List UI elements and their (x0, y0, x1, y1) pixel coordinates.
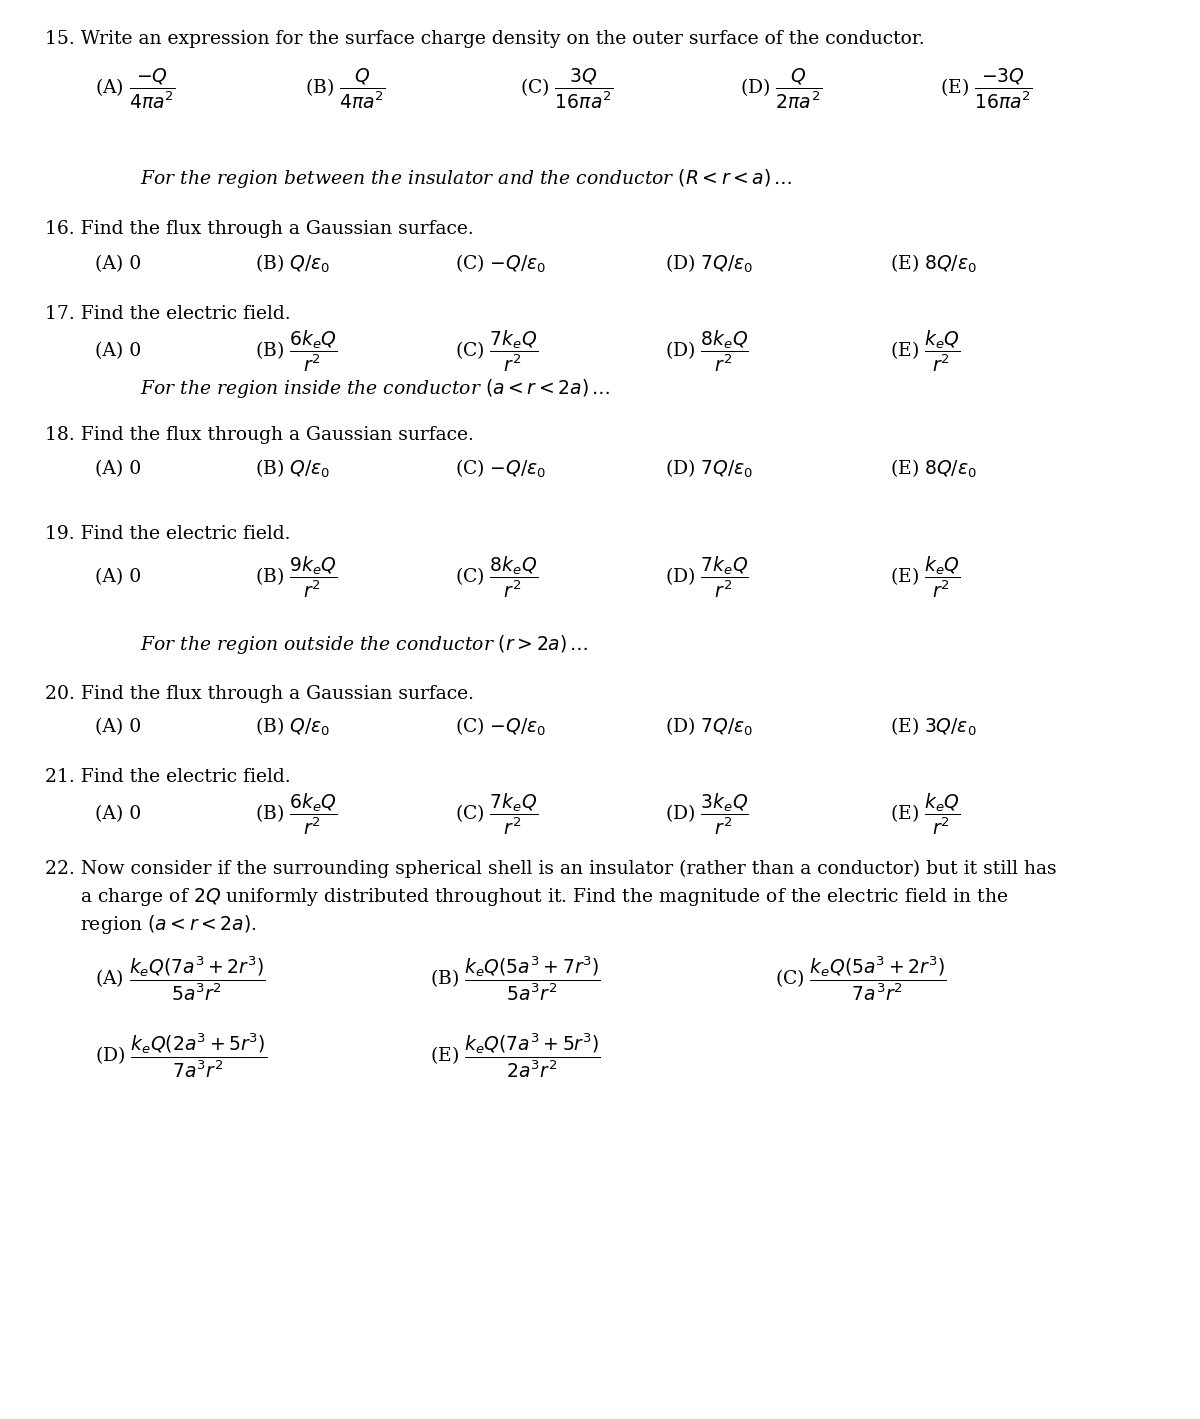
Text: (E) $\dfrac{k_e Q(7a^3+5r^3)}{2a^3 r^2}$: (E) $\dfrac{k_e Q(7a^3+5r^3)}{2a^3 r^2}$ (430, 1032, 601, 1080)
Text: (D) $7Q/\varepsilon_0$: (D) $7Q/\varepsilon_0$ (665, 458, 754, 480)
Text: 19. Find the electric field.: 19. Find the electric field. (46, 525, 290, 543)
Text: (E) $8Q/\varepsilon_0$: (E) $8Q/\varepsilon_0$ (890, 458, 977, 480)
Text: 17. Find the electric field.: 17. Find the electric field. (46, 305, 290, 324)
Text: (A) 0: (A) 0 (95, 460, 142, 478)
Text: (E) $3Q/\varepsilon_0$: (E) $3Q/\varepsilon_0$ (890, 715, 977, 738)
Text: (C) $\dfrac{3Q}{16\pi a^2}$: (C) $\dfrac{3Q}{16\pi a^2}$ (520, 67, 613, 111)
Text: 18. Find the flux through a Gaussian surface.: 18. Find the flux through a Gaussian sur… (46, 426, 474, 444)
Text: (C) $-Q/\varepsilon_0$: (C) $-Q/\varepsilon_0$ (455, 253, 546, 275)
Text: (B) $Q/\varepsilon_0$: (B) $Q/\varepsilon_0$ (256, 253, 330, 275)
Text: (E) $\dfrac{k_e Q}{r^2}$: (E) $\dfrac{k_e Q}{r^2}$ (890, 328, 960, 373)
Text: (D) $\dfrac{Q}{2\pi a^2}$: (D) $\dfrac{Q}{2\pi a^2}$ (740, 67, 822, 111)
Text: (C) $\dfrac{8k_e Q}{r^2}$: (C) $\dfrac{8k_e Q}{r^2}$ (455, 555, 538, 600)
Text: (C) $-Q/\varepsilon_0$: (C) $-Q/\varepsilon_0$ (455, 715, 546, 738)
Text: 22. Now consider if the surrounding spherical shell is an insulator (rather than: 22. Now consider if the surrounding sphe… (46, 860, 1057, 878)
Text: (B) $\dfrac{k_e Q(5a^3+7r^3)}{5a^3 r^2}$: (B) $\dfrac{k_e Q(5a^3+7r^3)}{5a^3 r^2}$ (430, 955, 601, 1003)
Text: (D) $7Q/\varepsilon_0$: (D) $7Q/\varepsilon_0$ (665, 253, 754, 275)
Text: (C) $\dfrac{7k_e Q}{r^2}$: (C) $\dfrac{7k_e Q}{r^2}$ (455, 328, 538, 373)
Text: 16. Find the flux through a Gaussian surface.: 16. Find the flux through a Gaussian sur… (46, 220, 474, 238)
Text: (A) 0: (A) 0 (95, 255, 142, 272)
Text: (B) $\dfrac{6k_e Q}{r^2}$: (B) $\dfrac{6k_e Q}{r^2}$ (256, 792, 337, 837)
Text: (D) $\dfrac{k_e Q(2a^3+5r^3)}{7a^3 r^2}$: (D) $\dfrac{k_e Q(2a^3+5r^3)}{7a^3 r^2}$ (95, 1032, 268, 1080)
Text: (A) $\dfrac{k_e Q(7a^3+2r^3)}{5a^3 r^2}$: (A) $\dfrac{k_e Q(7a^3+2r^3)}{5a^3 r^2}$ (95, 955, 265, 1003)
Text: (E) $\dfrac{k_e Q}{r^2}$: (E) $\dfrac{k_e Q}{r^2}$ (890, 555, 960, 600)
Text: For the region inside the conductor $(a<r<2a)\,\ldots$: For the region inside the conductor $(a<… (140, 377, 610, 400)
Text: (B) $\dfrac{Q}{4\pi a^2}$: (B) $\dfrac{Q}{4\pi a^2}$ (305, 67, 386, 111)
Text: (D) $\dfrac{8k_e Q}{r^2}$: (D) $\dfrac{8k_e Q}{r^2}$ (665, 328, 749, 373)
Text: (E) $8Q/\varepsilon_0$: (E) $8Q/\varepsilon_0$ (890, 253, 977, 275)
Text: 15. Write an expression for the surface charge density on the outer surface of t: 15. Write an expression for the surface … (46, 30, 925, 48)
Text: (D) $\dfrac{3k_e Q}{r^2}$: (D) $\dfrac{3k_e Q}{r^2}$ (665, 792, 749, 837)
Text: (D) $7Q/\varepsilon_0$: (D) $7Q/\varepsilon_0$ (665, 715, 754, 738)
Text: (A) 0: (A) 0 (95, 805, 142, 823)
Text: (B) $Q/\varepsilon_0$: (B) $Q/\varepsilon_0$ (256, 715, 330, 738)
Text: (A) $\dfrac{-Q}{4\pi a^2}$: (A) $\dfrac{-Q}{4\pi a^2}$ (95, 67, 175, 111)
Text: (E) $\dfrac{-3Q}{16\pi a^2}$: (E) $\dfrac{-3Q}{16\pi a^2}$ (940, 67, 1033, 111)
Text: (C) $-Q/\varepsilon_0$: (C) $-Q/\varepsilon_0$ (455, 458, 546, 480)
Text: (C) $\dfrac{k_e Q(5a^3+2r^3)}{7a^3 r^2}$: (C) $\dfrac{k_e Q(5a^3+2r^3)}{7a^3 r^2}$ (775, 955, 947, 1003)
Text: a charge of $2Q$ uniformly distributed throughout it. Find the magnitude of the : a charge of $2Q$ uniformly distributed t… (80, 885, 1008, 908)
Text: (B) $\dfrac{6k_e Q}{r^2}$: (B) $\dfrac{6k_e Q}{r^2}$ (256, 328, 337, 373)
Text: For the region between the insulator and the conductor $(R<r<a)\,\ldots$: For the region between the insulator and… (140, 167, 792, 190)
Text: (A) 0: (A) 0 (95, 718, 142, 736)
Text: (B) $Q/\varepsilon_0$: (B) $Q/\varepsilon_0$ (256, 458, 330, 480)
Text: (D) $\dfrac{7k_e Q}{r^2}$: (D) $\dfrac{7k_e Q}{r^2}$ (665, 555, 749, 600)
Text: For the region outside the conductor $(r>2a)\,\ldots$: For the region outside the conductor $(r… (140, 633, 588, 656)
Text: (A) 0: (A) 0 (95, 342, 142, 360)
Text: 20. Find the flux through a Gaussian surface.: 20. Find the flux through a Gaussian sur… (46, 685, 474, 702)
Text: (B) $\dfrac{9k_e Q}{r^2}$: (B) $\dfrac{9k_e Q}{r^2}$ (256, 555, 337, 600)
Text: (C) $\dfrac{7k_e Q}{r^2}$: (C) $\dfrac{7k_e Q}{r^2}$ (455, 792, 538, 837)
Text: region $(a<r<2a)$.: region $(a<r<2a)$. (80, 914, 257, 937)
Text: (A) 0: (A) 0 (95, 568, 142, 586)
Text: 21. Find the electric field.: 21. Find the electric field. (46, 768, 290, 786)
Text: (E) $\dfrac{k_e Q}{r^2}$: (E) $\dfrac{k_e Q}{r^2}$ (890, 792, 960, 837)
